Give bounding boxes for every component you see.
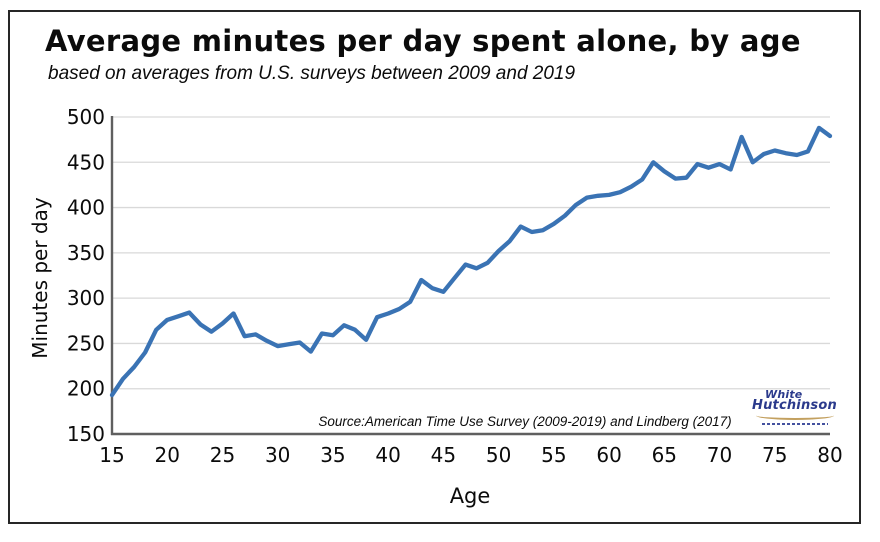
x-tick-label: 70 <box>707 443 732 467</box>
y-tick-label: 250 <box>67 331 105 355</box>
y-tick-label: 500 <box>67 105 105 129</box>
chart-subtitle: based on averages from U.S. surveys betw… <box>48 63 576 84</box>
y-tick-label: 450 <box>67 150 105 174</box>
source-note: Source:American Time Use Survey (2009-20… <box>318 414 732 429</box>
x-tick-label: 30 <box>265 443 290 467</box>
logo-fineprint <box>762 423 828 425</box>
y-tick-label: 300 <box>67 286 105 310</box>
y-tick-label: 200 <box>67 377 105 401</box>
y-tick-label: 400 <box>67 196 105 220</box>
x-tick-label: 45 <box>431 443 456 467</box>
x-tick-label: 80 <box>817 443 842 467</box>
x-tick-label: 40 <box>375 443 400 467</box>
logo-swoosh <box>756 411 834 420</box>
y-tick-label: 150 <box>67 422 105 446</box>
chart-title: Average minutes per day spent alone, by … <box>45 24 801 58</box>
chart-border-frame <box>8 10 861 524</box>
x-tick-label: 50 <box>486 443 511 467</box>
x-tick-label: 75 <box>762 443 787 467</box>
minutes-alone-line <box>109 125 833 398</box>
x-tick-label: 60 <box>596 443 621 467</box>
x-tick-label: 20 <box>155 443 180 467</box>
x-tick-label: 65 <box>652 443 677 467</box>
x-tick-label: 55 <box>541 443 566 467</box>
logo-text-line2: Hutchinson <box>752 398 837 413</box>
y-axis-title: Minutes per day <box>28 197 52 359</box>
y-tick-label: 350 <box>67 241 105 265</box>
x-tick-label: 35 <box>320 443 345 467</box>
logo-text-line1: White <box>765 388 803 401</box>
x-axis-title: Age <box>449 484 491 508</box>
x-tick-label: 25 <box>210 443 235 467</box>
white-hutchinson-logo: White Hutchinson <box>752 388 844 428</box>
x-tick-label: 15 <box>99 443 124 467</box>
